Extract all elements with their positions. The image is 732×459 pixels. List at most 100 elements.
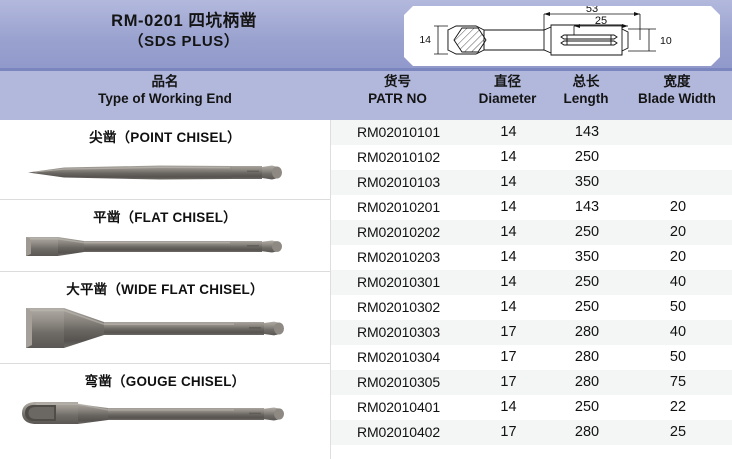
dim-total-53-label: 53 [586,6,598,15]
product-image-wide-flat-chisel [0,302,330,354]
table-cell-width: 50 [669,349,687,365]
table-row: RM02010103 14 350 [331,170,732,195]
table-cell-code: RM02010102 [356,149,441,165]
column-header-diameter: 直径 Diameter [465,74,550,108]
column-header-blade-width-en: Blade Width [638,90,716,106]
column-header-type: 品名 Type of Working End [0,74,330,108]
table-cell-width: 22 [669,399,687,415]
table-cell-code: RM02010103 [356,174,441,190]
table-cell-dia: 17 [500,424,517,440]
dim-diameter-14 [434,26,448,54]
page-title: RM-0201 四坑柄凿 （SDS PLUS） [34,10,334,53]
product-image-flat-chisel [0,228,330,266]
shank-drawing-panel: 14 53 25 [404,6,720,66]
table-cell-length: 350 [574,174,600,190]
table-row: RM02010304 17 280 50 [331,345,732,370]
column-header-type-en: Type of Working End [98,90,232,106]
table-cell-length: 143 [574,124,600,140]
table-cell-code: RM02010201 [356,199,441,215]
table-cell-width: 20 [669,199,687,215]
column-header-length-cn: 总长 [572,74,600,89]
table-cell-dia: 14 [500,299,517,315]
dim-shank-10 [628,29,656,51]
table-row: RM02010101 14 143 [331,120,732,145]
table-cell-length: 143 [574,199,600,215]
table-row: RM02010305 17 280 75 [331,370,732,395]
table-cell-width: 25 [669,424,687,440]
product-group-flat-chisel: 平凿（FLAT CHISEL） [0,200,330,272]
table-row: RM02010201 14 143 20 [331,195,732,220]
table-cell-dia: 14 [500,249,517,265]
table-cell-code: RM02010302 [356,299,441,315]
table-cell-code: RM02010401 [356,399,441,415]
product-image-panel: 尖凿（POINT CHISEL） 平凿（FLAT CHISEL） [0,120,330,459]
dim-shank-10-label: 10 [660,35,672,47]
product-label-point-chisel: 尖凿（POINT CHISEL） [89,130,241,145]
specification-table: RM02010101 14 143 RM02010102 14 250 RM02010103… [330,120,732,459]
table-row: RM02010402 17 280 25 [331,420,732,445]
table-cell-length: 350 [574,249,600,265]
table-cell-code: RM02010305 [356,374,441,390]
page-title-en: （SDS PLUS） [128,33,240,51]
table-cell-length: 250 [574,274,600,290]
product-label-wide-flat-chisel: 大平凿（WIDE FLAT CHISEL） [66,282,264,297]
table-cell-width: 20 [669,224,687,240]
product-group-gouge-chisel: 弯凿（GOUGE CHISEL） [0,364,330,459]
dim-total-53 [544,12,640,40]
table-cell-dia: 14 [500,199,517,215]
table-cell-dia: 14 [500,224,517,240]
table-cell-length: 280 [574,349,600,365]
column-header-type-cn: 品名 [151,74,179,89]
table-cell-code: RM02010303 [356,324,441,340]
table-cell-code: RM02010304 [356,349,441,365]
table-cell-dia: 17 [500,349,517,365]
table-row: RM02010303 17 280 40 [331,320,732,345]
table-cell-length: 280 [574,324,600,340]
dim-groove-25-label: 25 [595,15,607,27]
table-cell-length: 250 [574,149,600,165]
table-cell-width [623,170,732,195]
column-header-length-en: Length [563,90,609,106]
dim-groove-25 [574,24,628,35]
product-label-gouge-chisel: 弯凿（GOUGE CHISEL） [84,374,246,389]
column-header-blade-width: 宽度 Blade Width [622,74,732,108]
table-cell-dia: 17 [500,374,517,390]
table-cell-width: 40 [669,274,687,290]
table-cell-length: 280 [574,424,600,440]
table-cell-width [623,120,732,145]
table-cell-code: RM02010402 [356,424,441,440]
table-cell-code: RM02010101 [356,124,441,140]
banner-underline [0,68,732,71]
column-header-blade-width-cn: 宽度 [663,74,691,89]
column-header-length: 总长 Length [550,74,622,108]
table-cell-code: RM02010203 [356,249,441,265]
product-group-wide-flat-chisel: 大平凿（WIDE FLAT CHISEL） [0,272,330,364]
table-cell-width: 20 [669,249,687,265]
table-cell-length: 250 [574,399,600,415]
product-group-point-chisel: 尖凿（POINT CHISEL） [0,120,330,200]
table-cell-length: 250 [574,224,600,240]
product-image-point-chisel [0,154,330,192]
column-header-diameter-en: Diameter [478,90,537,106]
column-header-diameter-cn: 直径 [494,74,521,89]
table-cell-width [623,145,732,170]
column-header-code-en: PATR NO [368,90,427,106]
table-cell-width: 75 [669,374,687,390]
table-cell-dia: 14 [500,399,517,415]
table-cell-width: 40 [669,324,687,340]
column-header-code: 货号 PATR NO [330,74,465,108]
table-cell-length: 250 [574,299,600,315]
table-cell-dia: 14 [500,174,517,190]
table-column-header: 品名 Type of Working End 货号 PATR NO 直径 Dia… [0,71,732,120]
table-row: RM02010102 14 250 [331,145,732,170]
product-label-flat-chisel: 平凿（FLAT CHISEL） [93,210,237,225]
table-cell-code: RM02010202 [356,224,441,240]
table-row: RM02010202 14 250 20 [331,220,732,245]
table-row: RM02010301 14 250 40 [331,270,732,295]
dim-diameter-14-label: 14 [419,34,431,46]
table-cell-dia: 14 [500,274,517,290]
table-cell-dia: 14 [500,149,517,165]
table-cell-dia: 14 [500,124,517,140]
table-row: RM02010302 14 250 50 [331,295,732,320]
